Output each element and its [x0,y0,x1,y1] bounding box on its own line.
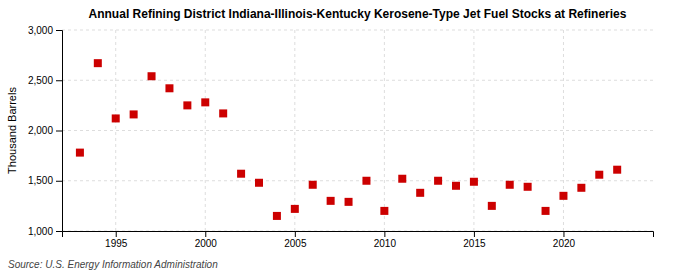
x-axis: 1995 2000 2005 2010 2015 2020 [63,231,654,249]
point [362,177,370,185]
point [613,166,621,174]
point [237,170,245,178]
source-note: Source: U.S. Energy Information Administ… [8,259,218,270]
chart: 1995 2000 2005 2010 2015 2020 1,000 1,500 2,000 2… [0,0,675,275]
point [255,179,263,187]
y-tick: 2,000 [28,125,62,136]
point [183,101,191,109]
tick-label: 2,000 [28,125,53,136]
grid-line [62,30,653,31]
grid-line [62,180,653,181]
point [416,189,424,197]
tick-mark [56,181,62,182]
grid-line [62,130,653,131]
point [595,171,603,179]
point [165,84,173,92]
y-tick: 3,000 [28,25,62,36]
x-tick: 2005 [284,231,307,249]
plot-area: 1995 2000 2005 2010 2015 2020 1,000 1,500 2,000 2… [28,25,654,249]
point [219,109,227,117]
tick-mark [563,231,564,237]
tick-mark [295,231,296,237]
point [398,175,406,183]
point [345,198,353,206]
point [380,207,388,215]
tick-label: 2005 [284,238,307,249]
x-tick: 2015 [463,231,486,249]
point [470,178,478,186]
tick-mark [116,231,117,237]
y-tick: 2,500 [28,75,62,86]
grid-line [205,30,206,231]
point [309,181,317,189]
point [524,183,532,191]
grid-line [294,30,295,231]
point [201,98,209,106]
grid-line [473,30,474,231]
x-tick: 2010 [374,231,397,249]
point [112,114,120,122]
grid-line [384,30,385,231]
point [506,181,514,189]
grid [62,30,653,231]
point [488,202,496,210]
point [542,207,550,215]
tick-mark [384,231,385,237]
tick-label: 1995 [105,238,128,249]
y-axis-label: Thousand Barrels [6,87,18,174]
x-axis-line [63,232,654,238]
x-tick: 2020 [553,231,576,249]
tick-label: 2000 [195,238,218,249]
point [148,72,156,80]
marks [76,59,621,220]
point [452,182,460,190]
x-tick: 1995 [105,231,128,249]
grid-line [563,30,564,231]
y-axis: 1,000 1,500 2,000 2,500 3,000 [28,25,63,237]
y-tick: 1,500 [28,175,62,186]
point [273,212,281,220]
title: Annual Refining District Indiana-Illinoi… [89,7,627,21]
y-tick: 1,000 [28,226,62,237]
tick-label: 2010 [374,238,397,249]
tick-mark [56,231,62,232]
point [291,205,299,213]
x-tick: 2000 [195,231,218,249]
point [94,59,102,67]
tick-label: 3,000 [28,25,53,36]
point [130,110,138,118]
tick-label: 2,500 [28,75,53,86]
tick-mark [56,80,62,81]
point [577,184,585,192]
tick-mark [56,30,62,31]
tick-mark [56,131,62,132]
tick-mark [474,231,475,237]
tick-label: 1,000 [28,226,53,237]
point [76,149,84,157]
y-axis-line [56,31,63,232]
point [559,192,567,200]
tick-label: 2015 [463,238,486,249]
tick-label: 1,500 [28,175,53,186]
tick-mark [205,231,206,237]
point [434,177,442,185]
point [327,197,335,205]
tick-label: 2020 [553,238,576,249]
